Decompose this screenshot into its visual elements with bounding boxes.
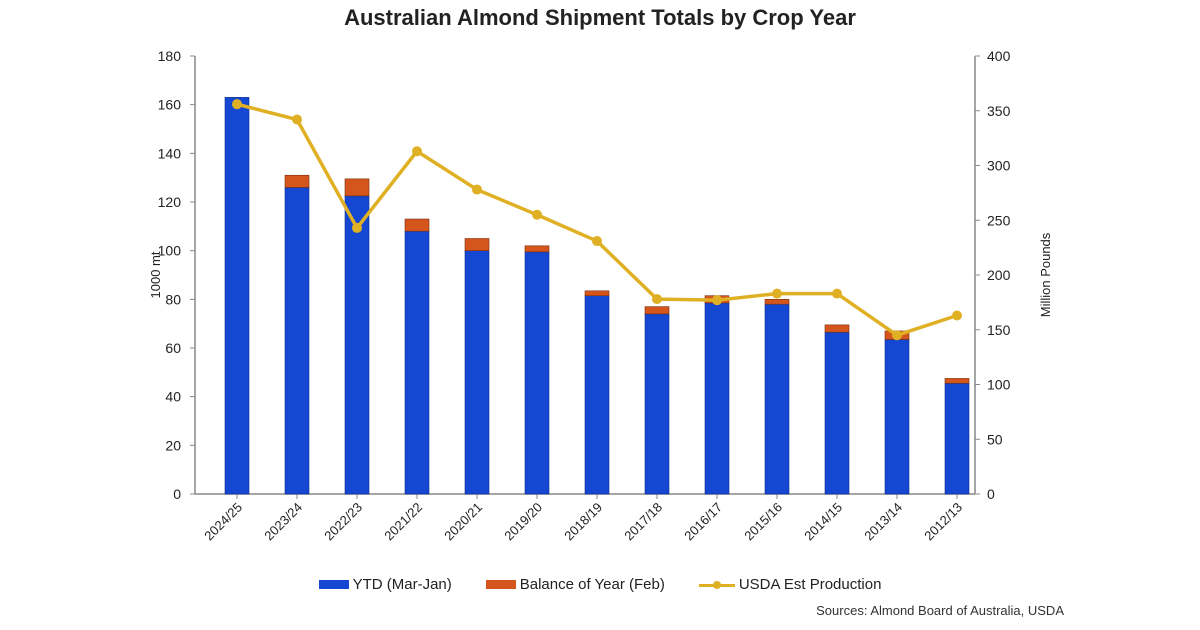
bar-ytd [944,382,970,495]
bar-ytd [344,195,370,495]
bar-ytd [584,295,610,495]
bar-balance [944,378,970,384]
x-tick-label: 2018/19 [561,500,605,544]
x-tick-label: 2014/15 [801,500,845,544]
x-tick-label: 2021/22 [381,500,425,544]
usda-production-point [412,146,422,157]
usda-production-point [292,114,302,125]
legend-swatch-balance [485,580,516,589]
chart-title: Australian Almond Shipment Totals by Cro… [344,5,856,30]
legend: YTD (Mar-Jan) Balance of Year (Feb) USDA… [0,576,1200,593]
bar-ytd [644,313,670,495]
legend-item-usda: USDA Est Production [698,576,882,593]
bar-ytd [764,303,790,495]
x-tick-label: 2017/18 [621,500,665,544]
y2-tick-label: 400 [987,48,1011,64]
y2-tick-label: 350 [987,103,1011,119]
y-tick-label: 20 [165,437,181,453]
bar-balance [764,299,790,305]
y-tick-label: 0 [173,486,181,502]
bar-balance [644,306,670,315]
y-tick-label: 40 [165,389,181,405]
x-tick-label: 2016/17 [681,500,725,544]
bar-balance [464,238,490,251]
bar-balance [524,245,550,253]
bar-ytd [884,339,910,495]
y-tick-label: 120 [158,194,182,210]
usda-production-point [352,222,362,233]
usda-production-point [532,209,542,220]
x-tick-label: 2022/23 [321,500,365,544]
y2-tick-label: 100 [987,377,1011,393]
legend-label-ytd: YTD (Mar-Jan) [352,576,452,593]
bar-ytd [284,187,310,495]
legend-swatch-ytd [318,580,349,589]
legend-label-usda: USDA Est Production [738,576,882,593]
y2-tick-label: 0 [987,486,995,502]
y-tick-label: 60 [165,340,181,356]
y-tick-label: 140 [158,145,182,161]
source-note: Sources: Almond Board of Australia, USDA [816,603,1064,618]
bar-balance [404,218,430,232]
y2-axis-label: Million Pounds [1038,232,1053,317]
usda-production-point [472,184,482,195]
bar-ytd [824,331,850,495]
x-tick-label: 2023/24 [261,500,305,544]
bar-balance [344,178,370,197]
y2-tick-label: 50 [987,431,1003,447]
y2-tick-label: 150 [987,322,1011,338]
usda-production-point [232,99,242,110]
usda-production-point [892,330,902,341]
legend-swatch-usda [698,580,735,590]
y-tick-label: 180 [158,48,182,64]
y2-tick-label: 250 [987,212,1011,228]
bar-balance [824,324,850,333]
x-tick-label: 2013/14 [861,500,905,544]
legend-item-ytd: YTD (Mar-Jan) [318,576,452,593]
bar-ytd [404,230,430,495]
usda-production-point [712,295,722,306]
bar-balance [584,290,610,296]
y2-tick-label: 300 [987,158,1011,174]
bar-balance [284,174,310,188]
x-tick-label: 2024/25 [201,500,245,544]
x-tick-label: 2020/21 [441,500,485,544]
bar-ytd [704,302,730,495]
x-tick-label: 2012/13 [921,500,965,544]
y2-tick-label: 200 [987,267,1011,283]
y-tick-label: 80 [165,291,181,307]
bar-ytd [524,251,550,495]
y-tick-label: 100 [158,243,182,259]
legend-label-balance: Balance of Year (Feb) [519,576,665,593]
usda-production-point [832,288,842,299]
bar-ytd [464,250,490,495]
legend-item-balance: Balance of Year (Feb) [485,576,665,593]
y-tick-label: 160 [158,97,182,113]
usda-production-point [952,310,962,321]
usda-production-point [772,288,782,299]
usda-production-point [592,236,602,247]
x-tick-label: 2015/16 [741,500,785,544]
x-tick-label: 2019/20 [501,500,545,544]
usda-production-point [652,294,662,305]
y-axis-label: 1000 mt [148,251,163,298]
bar-ytd [224,97,250,495]
